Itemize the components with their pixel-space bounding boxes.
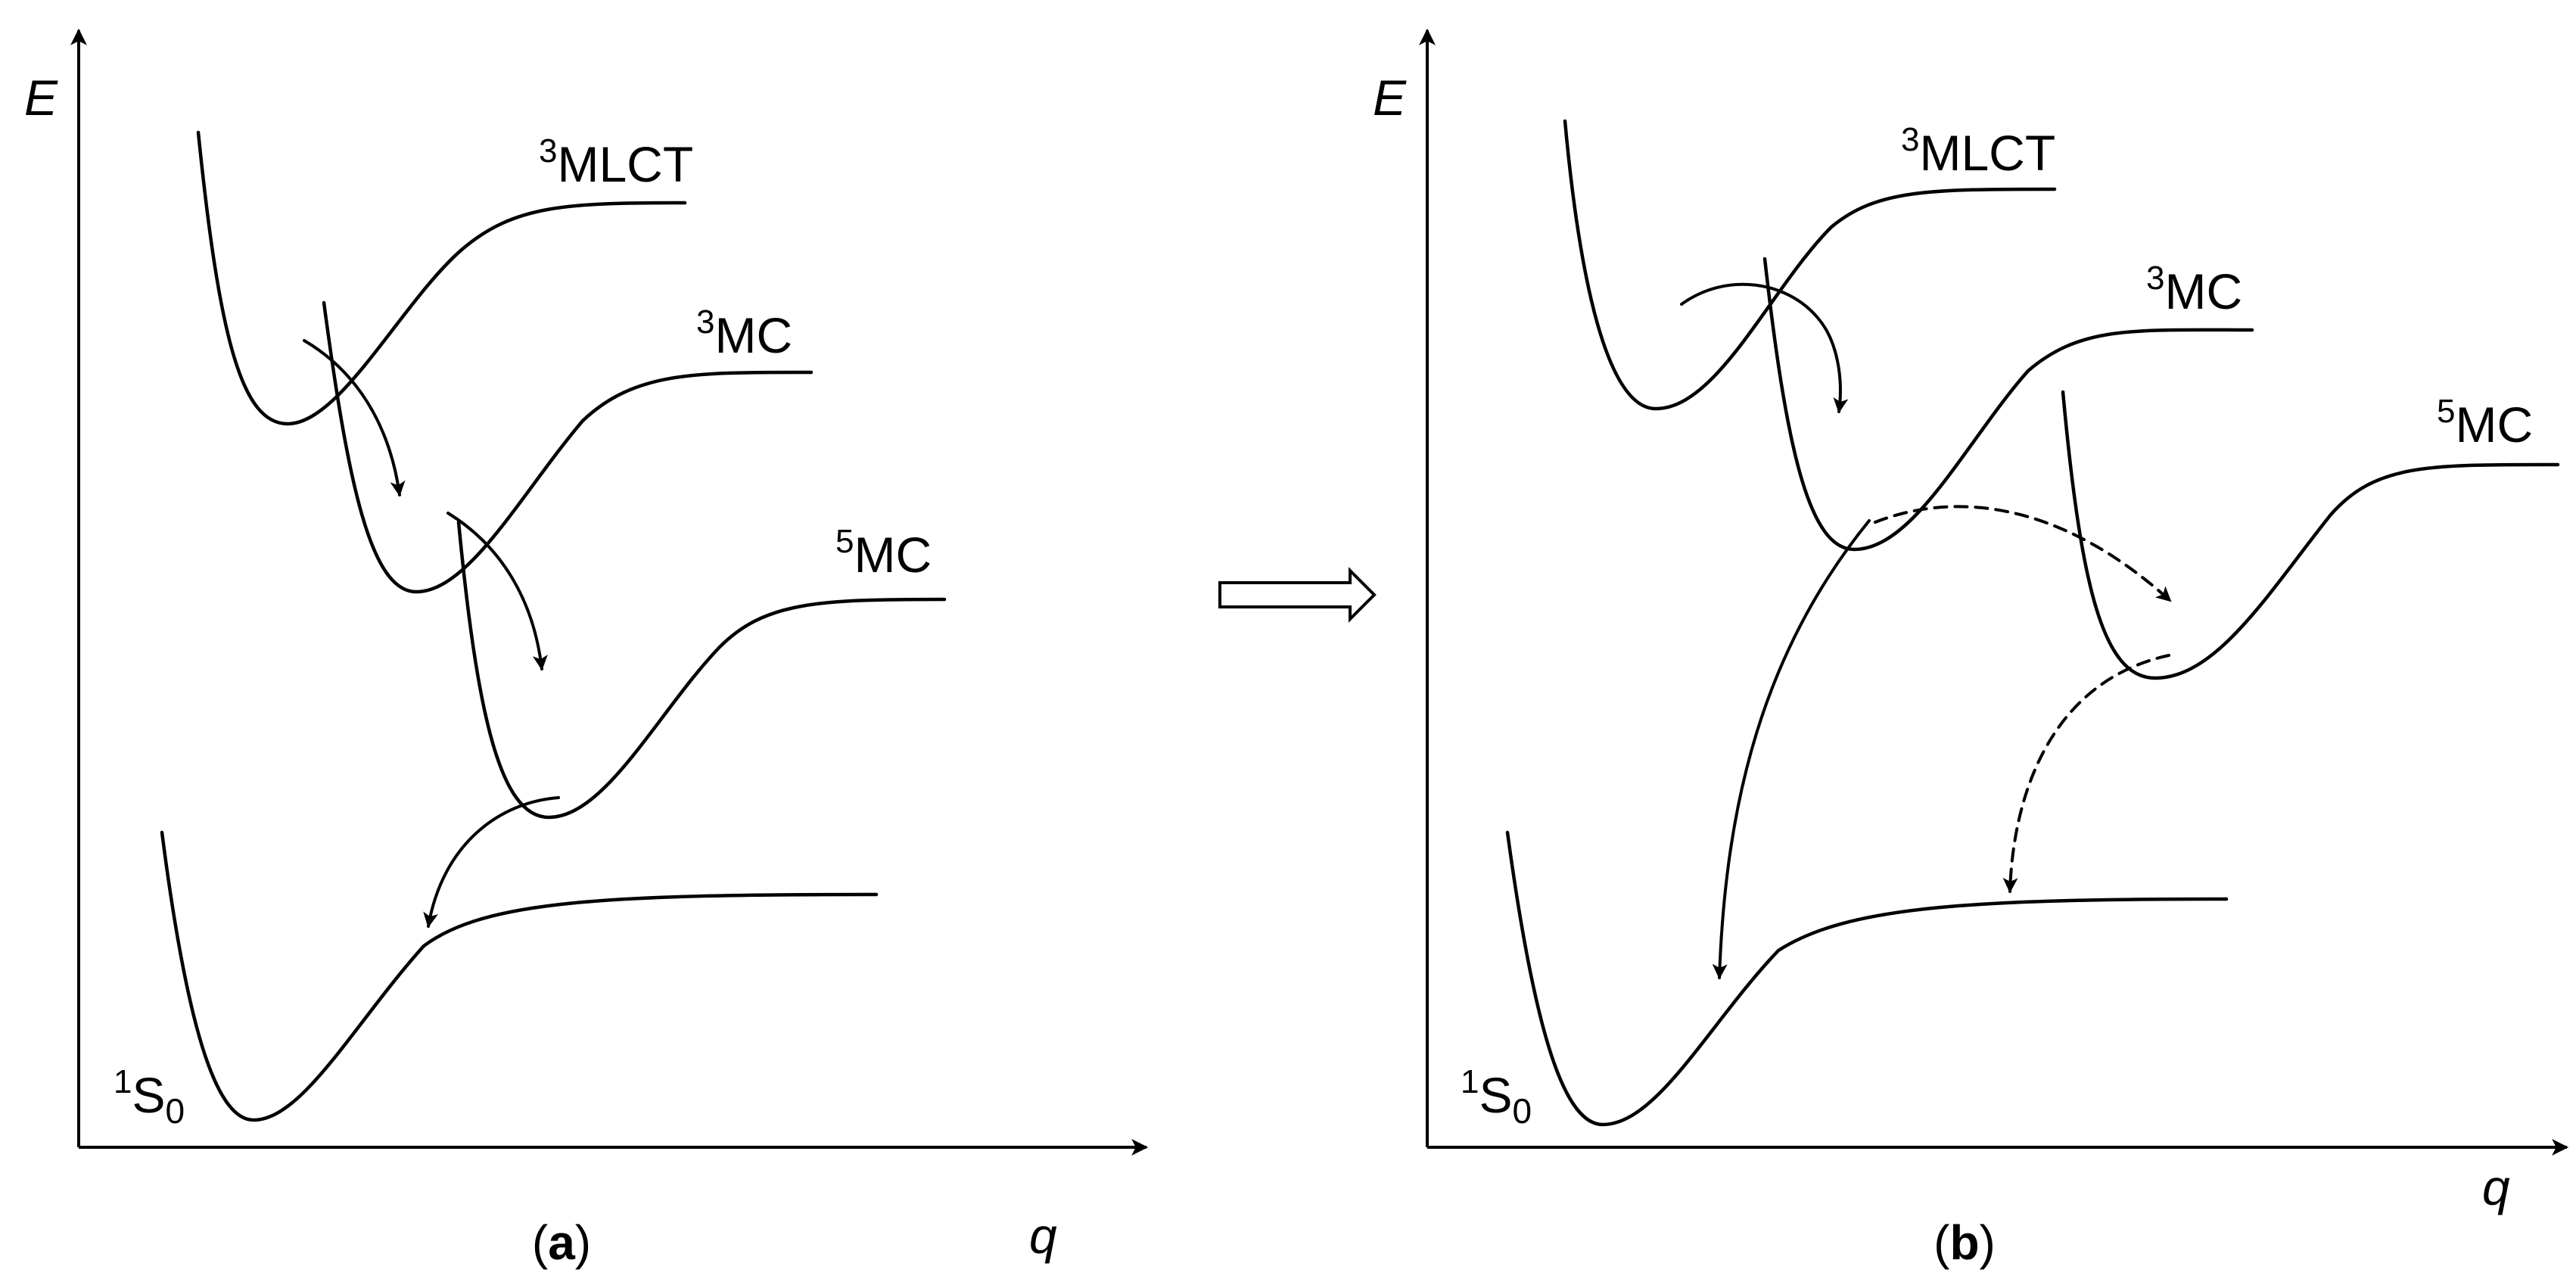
panel-b-3mlct-curve bbox=[1563, 119, 2057, 411]
panel-a-label-3mlct: 3MLCT bbox=[539, 132, 693, 192]
panel-b-label-5mc: 5MC bbox=[2437, 393, 2533, 453]
panel-a-arrow-5mc-to-1s0 bbox=[423, 796, 560, 928]
panel-b: E q 3MLCT 3MC 5MC 1S0 (b) bbox=[1373, 28, 2569, 1270]
panel-b-5mc-curve bbox=[2061, 390, 2560, 680]
panel-b-arrow-3mc-to-5mc bbox=[1874, 505, 2172, 602]
panel-a-1s0-curve bbox=[160, 830, 879, 1122]
panel-a: E q 3MLCT 3MC 5MC 1S0 (a) bbox=[24, 28, 1149, 1270]
panel-b-x-axis-label: q bbox=[2482, 1159, 2510, 1215]
panel-b-arrow-3mlct-to-3mc bbox=[1680, 282, 1849, 413]
panel-b-caption: (b) bbox=[1934, 1215, 1996, 1270]
panel-a-label-3mc: 3MC bbox=[696, 303, 792, 363]
panel-a-3mlct-curve bbox=[196, 130, 687, 426]
panel-a-arrow-3mc-to-5mc bbox=[446, 512, 548, 671]
panel-a-3mc-curve bbox=[322, 300, 814, 594]
panel-b-label-1s0: 1S0 bbox=[1461, 1063, 1532, 1131]
panel-b-arrow-5mc-to-1s0 bbox=[2002, 654, 2170, 893]
panel-b-label-3mlct: 3MLCT bbox=[1901, 121, 2055, 181]
panel-a-5mc-curve bbox=[456, 520, 947, 820]
panel-b-arrow-3mc-to-1s0 bbox=[1712, 519, 1871, 979]
panel-a-x-axis-label: q bbox=[1029, 1208, 1057, 1264]
panel-a-label-1s0: 1S0 bbox=[114, 1063, 185, 1131]
panel-a-label-5mc: 5MC bbox=[835, 523, 932, 583]
panel-a-arrow-3mlct-to-3mc bbox=[303, 339, 406, 496]
panel-a-caption: (a) bbox=[532, 1215, 591, 1270]
panel-b-label-3mc: 3MC bbox=[2146, 260, 2242, 319]
panel-b-1s0-curve bbox=[1505, 830, 2229, 1127]
hollow-right-arrow-icon bbox=[1218, 567, 1377, 623]
panel-a-y-axis-label: E bbox=[24, 70, 58, 126]
panel-b-3mc-curve bbox=[1762, 257, 2254, 552]
panel-b-y-axis-label: E bbox=[1373, 70, 1407, 126]
